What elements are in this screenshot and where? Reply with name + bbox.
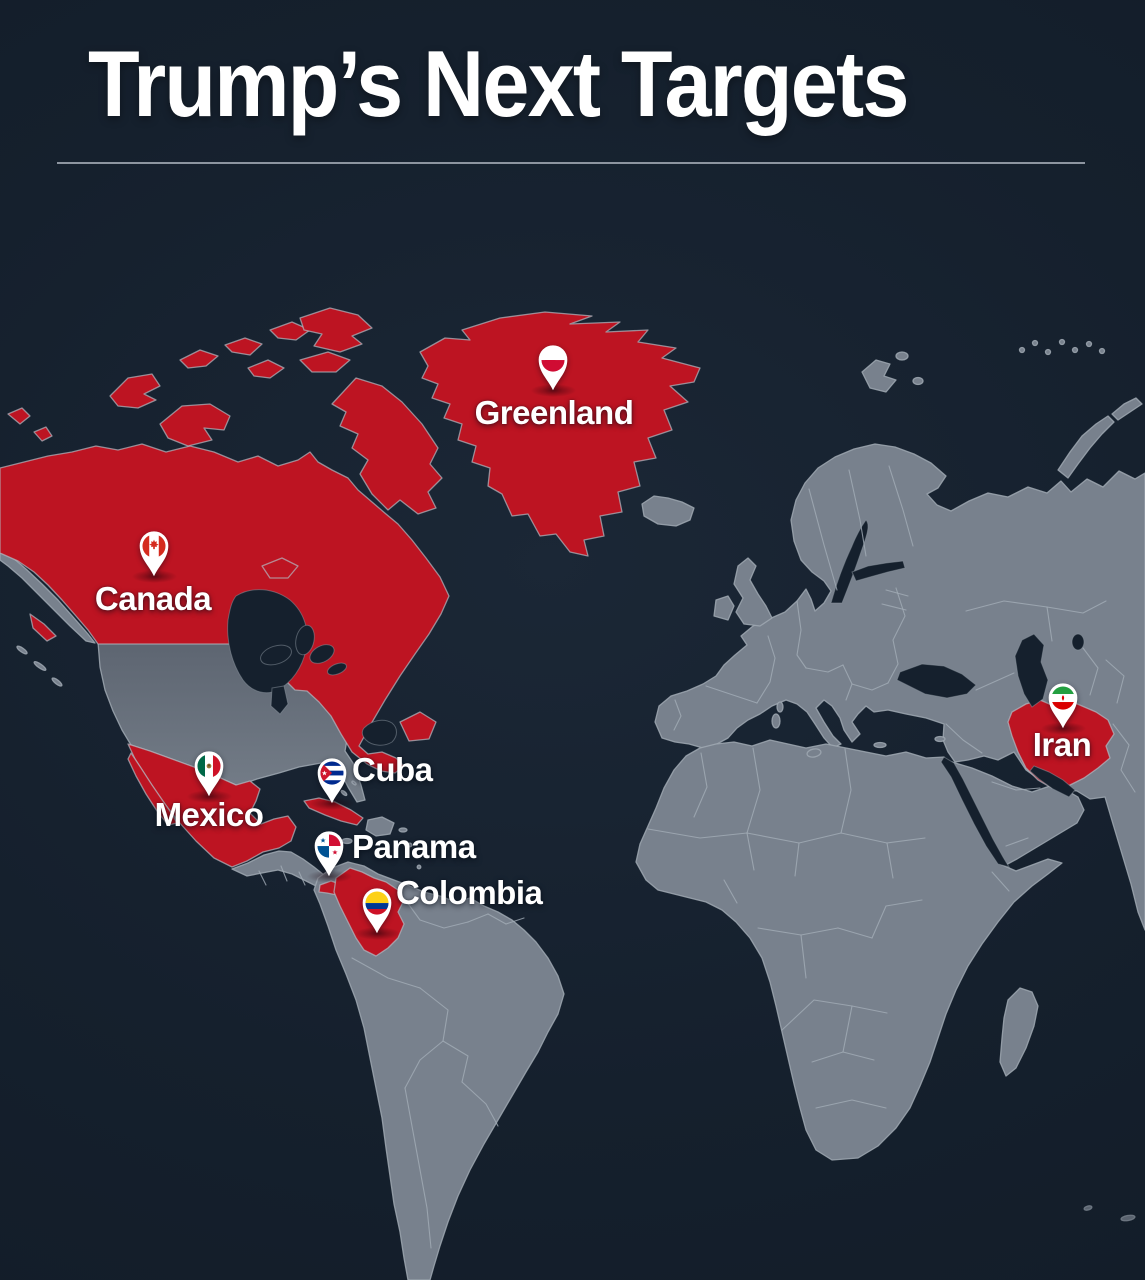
james-bay xyxy=(270,685,289,715)
south-america-landmass xyxy=(313,861,565,1280)
sardinia-island xyxy=(771,713,781,729)
alaska-panhandle xyxy=(0,548,96,644)
canada-arctic-islet xyxy=(179,349,219,369)
novaya-zemlya-island xyxy=(1111,397,1143,421)
pacific-coast-islet xyxy=(51,677,63,687)
map-pin-mexico xyxy=(192,750,227,798)
canada-ellesmere-island xyxy=(299,307,373,353)
great-lake xyxy=(327,662,347,676)
canada-arctic-islet xyxy=(269,321,311,341)
canada-arctic-islet xyxy=(247,359,285,379)
greenland-flag-icon xyxy=(538,345,568,391)
great-lake xyxy=(260,644,292,666)
lesser-antilles-islets xyxy=(407,842,422,870)
label-canada: Canada xyxy=(94,580,212,617)
canada-devon-island xyxy=(299,351,351,373)
page-title: Trump’s Next Targets xyxy=(88,31,909,136)
map-pin-canada xyxy=(137,530,172,578)
africa-landmass xyxy=(635,739,1063,1161)
ireland-island xyxy=(713,595,735,621)
cyprus-island xyxy=(934,735,946,743)
canada-arctic-islet xyxy=(33,426,53,442)
label-colombia: Colombia xyxy=(396,874,543,911)
gray-landmasses xyxy=(0,338,1145,1280)
colombia-flag-icon xyxy=(362,888,392,934)
label-iran: Iran xyxy=(1032,726,1092,763)
svalbard-islands xyxy=(861,359,897,393)
iran-flag-icon xyxy=(1048,683,1078,729)
black-sea xyxy=(896,663,977,699)
map-pin-panama xyxy=(312,830,347,878)
canada-flag-icon xyxy=(139,531,169,577)
madagascar-island xyxy=(999,987,1039,1077)
sicily-island xyxy=(806,748,822,758)
map-pin-colombia xyxy=(360,887,395,935)
canada-arctic-islet xyxy=(224,337,263,356)
canada-victoria-island xyxy=(159,403,231,447)
panama-flag-icon xyxy=(314,831,344,877)
svalbard-islet xyxy=(895,351,909,361)
gulf-of-finland xyxy=(851,560,906,582)
svalbard-islet xyxy=(912,376,924,386)
label-cuba: Cuba xyxy=(352,751,433,788)
map-pin-greenland xyxy=(536,344,571,392)
hispaniola-island xyxy=(365,816,395,837)
mexico-flag-icon xyxy=(194,751,224,797)
novaya-zemlya-island xyxy=(1057,415,1115,479)
label-panama: Panama xyxy=(352,828,476,865)
cuba-flag-icon xyxy=(317,758,347,804)
united-kingdom-island xyxy=(733,557,773,627)
title-underline xyxy=(57,162,1085,164)
label-greenland: Greenland xyxy=(474,394,634,431)
corsica-island xyxy=(776,701,784,713)
pacific-coast-islet xyxy=(16,645,28,655)
highlighted-countries xyxy=(0,307,1115,957)
canada-vancouver-island xyxy=(29,613,57,642)
canada-southampton-island xyxy=(261,557,299,579)
indian-ocean-islet xyxy=(1083,1205,1093,1211)
mexico-baja-peninsula xyxy=(127,752,178,826)
iceland-island xyxy=(641,495,695,527)
crete-island xyxy=(873,741,887,749)
canada-arctic-islet xyxy=(7,407,31,425)
canada-newfoundland-island xyxy=(399,711,437,742)
label-mexico: Mexico xyxy=(154,796,264,833)
canada-baffin-island xyxy=(331,377,443,515)
map-pin-cuba xyxy=(315,757,350,805)
country-borders xyxy=(258,465,1136,1249)
indian-ocean-islet xyxy=(1120,1214,1136,1222)
eurasia-landmass xyxy=(654,443,1145,931)
persian-gulf xyxy=(1029,765,1076,798)
greenland-region xyxy=(419,311,701,557)
caspian-sea xyxy=(1014,633,1049,708)
great-lake xyxy=(309,644,335,664)
water-bodies xyxy=(227,519,1085,868)
map-pin-iran xyxy=(1046,682,1081,730)
pacific-coast-islet xyxy=(33,661,47,671)
red-sea xyxy=(940,756,1011,868)
puerto-rico-island xyxy=(398,827,408,833)
canada-banks-island xyxy=(109,373,161,409)
aral-sea xyxy=(1071,633,1085,651)
franz-josef-islets xyxy=(1018,338,1106,356)
great-lake xyxy=(295,624,315,656)
gulf-of-st-lawrence xyxy=(361,719,397,746)
